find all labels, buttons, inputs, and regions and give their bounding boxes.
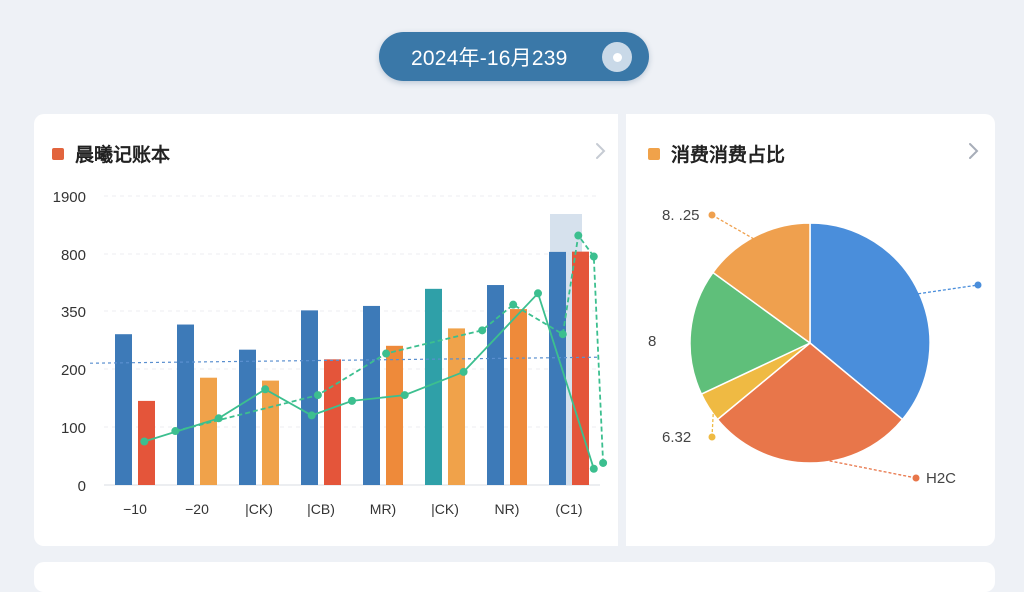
x-tick-label: MR) [370, 501, 396, 517]
x-tick-label: −20 [185, 501, 209, 517]
ledger-chevron-right-icon[interactable] [589, 140, 611, 162]
y-tick-label: 350 [61, 304, 86, 321]
pie-label: 6.32 [662, 429, 691, 446]
card-divider [618, 130, 619, 530]
bottom-card [34, 562, 995, 592]
pie-label: 8 [648, 333, 656, 350]
line-point [313, 391, 322, 400]
x-tick-label: |CK) [431, 501, 459, 517]
pie-leader-dot [694, 337, 702, 345]
line-point [459, 367, 468, 376]
spending-legend-square [648, 147, 660, 160]
bar [425, 288, 442, 485]
x-tick-label: (C1) [555, 501, 582, 517]
bar [572, 251, 589, 485]
bar [115, 334, 132, 485]
radio-dot-icon [612, 52, 622, 62]
bar [487, 285, 504, 485]
pie-leader-dot [708, 433, 716, 441]
bar [177, 324, 194, 485]
spending-pie-chart: H2C 6.32 8 8. .25 [648, 207, 982, 487]
line-point [382, 349, 391, 358]
date-toggle-button[interactable] [602, 42, 632, 72]
pie-leader-line [809, 456, 917, 479]
bar [324, 359, 341, 485]
line-point [558, 330, 567, 339]
y-tick-label: 200 [61, 362, 86, 379]
pie-leader-dot [708, 211, 716, 219]
ledger-header: 晨曦记账本 [52, 140, 170, 167]
x-tick-label: |CK) [245, 501, 273, 517]
x-tick-label: NR) [495, 501, 520, 517]
pie-slice [809, 222, 931, 421]
y-tick-label: 800 [61, 247, 86, 264]
date-selector[interactable]: 2024年-16月239 [379, 32, 649, 81]
bar [363, 305, 380, 485]
spending-title: 消费消费占比 [671, 145, 786, 166]
pie-slice [711, 222, 811, 345]
line-point [599, 458, 608, 467]
line-point [478, 326, 487, 335]
pie-leader-line [711, 214, 759, 242]
line-point [307, 411, 316, 420]
pie-leader-line [913, 284, 979, 296]
ledger-title: 晨曦记账本 [75, 145, 171, 166]
x-tick-label: |CB) [307, 501, 335, 517]
pie-label: 8. .25 [662, 207, 700, 224]
pie-leader-line [711, 404, 715, 438]
line-point [574, 231, 583, 240]
line-point [140, 437, 149, 446]
line-point [348, 396, 356, 405]
y-tick-label: 1900 [53, 189, 86, 206]
ledger-bar-chart: 1900 800 350 200 100 0 −10 −20 |CK) |CB) MR) |CK) N… [53, 189, 608, 517]
line-point [589, 464, 598, 473]
ledger-legend-square [52, 147, 64, 160]
line-point [261, 385, 270, 394]
bar [549, 251, 566, 485]
pie-slice [716, 342, 904, 464]
y-tick-label: 100 [61, 420, 86, 437]
bar [510, 309, 527, 485]
pie-leader-dot [912, 474, 920, 482]
pie-label: H2C [926, 470, 956, 487]
spending-chevron-right-icon[interactable] [962, 140, 984, 162]
bar [239, 349, 256, 485]
line-point [589, 252, 598, 261]
x-tick-label: −10 [123, 501, 147, 517]
bar [448, 328, 465, 485]
line-point [400, 391, 409, 400]
line-point [509, 300, 518, 309]
pie-slice [689, 271, 812, 396]
bar [200, 377, 217, 485]
line-point [534, 289, 542, 298]
line-point [171, 427, 180, 436]
bar [262, 380, 279, 485]
y-tick-label: 0 [78, 478, 86, 495]
reference-line [89, 356, 601, 364]
bar [386, 345, 403, 485]
spending-header: 消费消费占比 [648, 140, 785, 167]
pie-leader-dot [974, 281, 982, 289]
date-label: 2024年-16月239 [411, 46, 568, 70]
